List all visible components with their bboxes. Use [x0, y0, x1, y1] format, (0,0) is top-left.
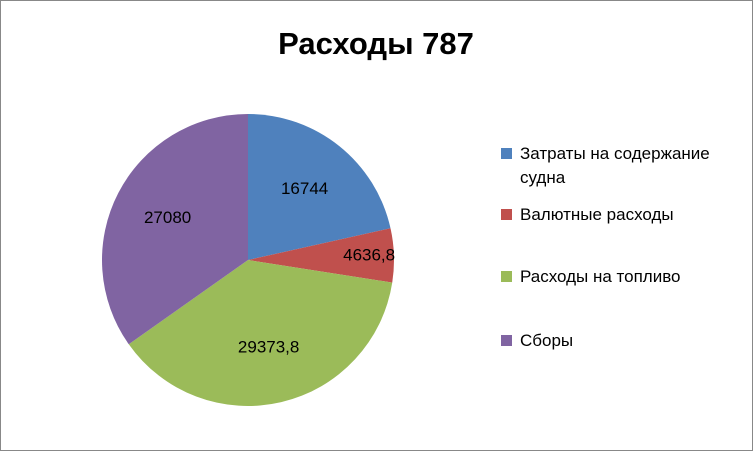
- legend-swatch: [501, 209, 512, 220]
- legend-label: Расходы на топливо: [520, 267, 681, 286]
- data-label: 29373,8: [238, 338, 299, 357]
- legend-label: Валютные расходы: [520, 205, 674, 224]
- legend-swatch: [501, 335, 512, 346]
- legend-entry: Валютные расходы: [501, 203, 741, 227]
- legend-entry: Затраты на содержание судна: [501, 142, 741, 190]
- data-label: 16744: [281, 179, 328, 198]
- legend-label: Затраты на содержание судна: [520, 144, 710, 187]
- chart-title: Расходы 787: [278, 26, 474, 61]
- data-label: 27080: [144, 208, 191, 227]
- legend-swatch: [501, 271, 512, 282]
- legend-swatch: [501, 148, 512, 159]
- data-label: 4636,8: [343, 246, 395, 265]
- legend-entry: Сборы: [501, 329, 741, 353]
- pie-slice: [248, 114, 391, 260]
- pie-slice: [128, 260, 393, 406]
- legend-label: Сборы: [520, 331, 574, 350]
- pie-slice: [102, 113, 248, 345]
- pie-slice: [248, 228, 394, 283]
- legend-entry: Расходы на топливо: [501, 265, 741, 289]
